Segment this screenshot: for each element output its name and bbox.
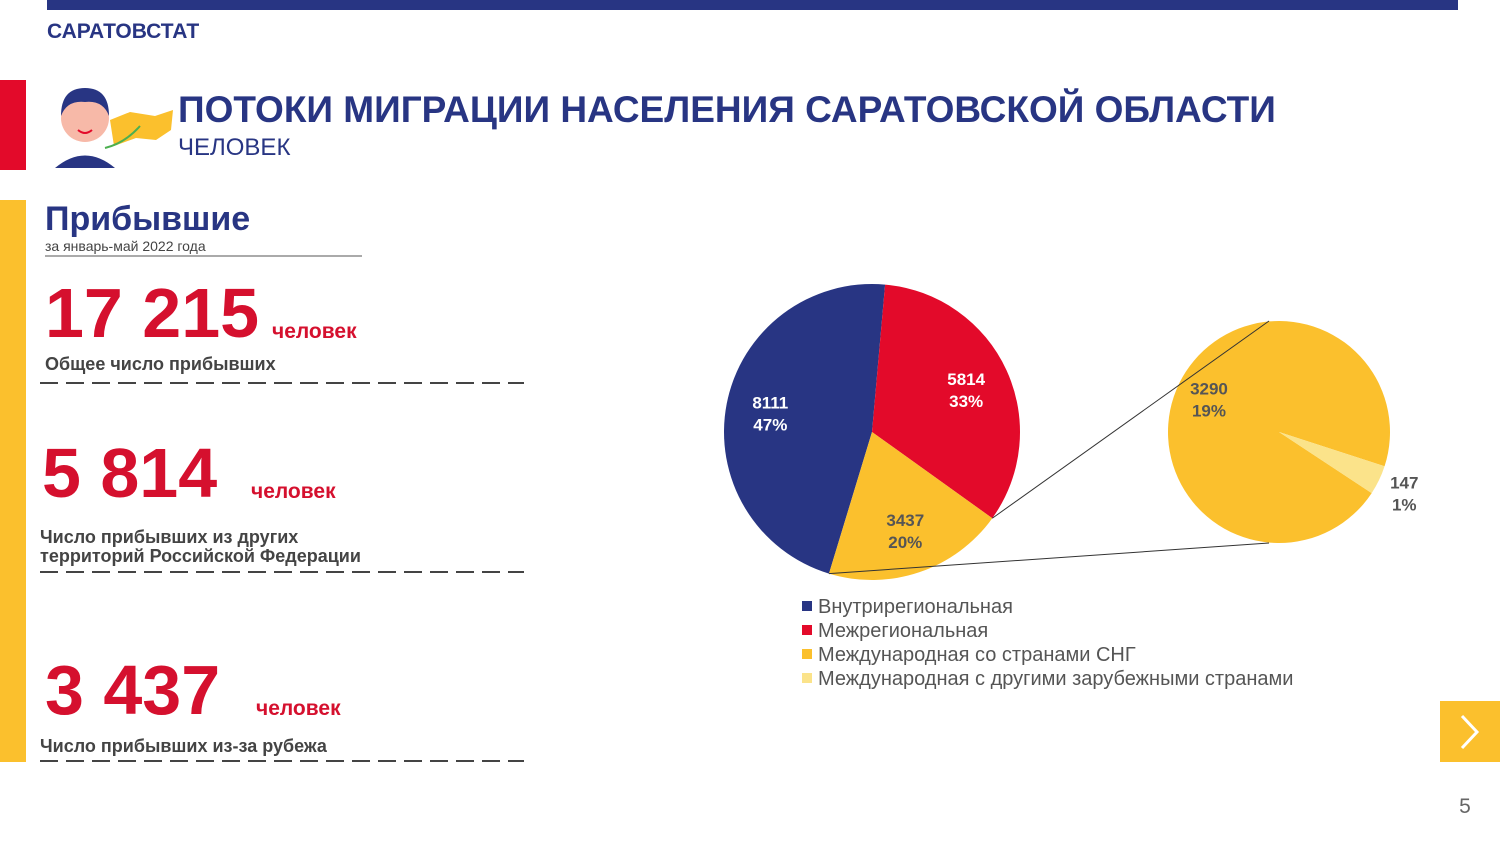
value-label: 8111 [752,393,788,412]
pie-slice [828,432,993,580]
pie-slice [1279,432,1385,494]
section-title: Прибывшие [45,200,250,238]
value-label: 3437 [886,511,924,530]
accent [0,80,26,170]
legend-swatch [802,601,812,611]
legend-swatch [802,649,812,659]
stat-unit: человек [272,320,357,343]
stat-unit: человек [256,697,341,720]
connector [991,320,1270,519]
value-label: 3290 [1190,379,1228,398]
stat-number: 5 814 [42,434,217,512]
value-label: 147 [1390,473,1418,492]
stat-number: 3 437 [45,651,220,729]
legend-label: Внутрирегиональная [818,596,1013,618]
connector [828,542,1270,575]
stat-number: 17 215 [45,274,259,352]
percent-label: 47% [753,415,787,434]
title: ПОТОКИ МИГРАЦИИ НАСЕЛЕНИЯ САРАТОВСКОЙ ОБ… [178,88,1276,130]
next-button[interactable] [1440,701,1500,762]
pie-slice [724,284,886,574]
section-period: за январь-май 2022 года [45,238,206,254]
percent-label: 33% [949,392,983,411]
legend-label: Международная с другими зарубежными стра… [818,668,1293,690]
page-number: 5 [1459,795,1471,818]
legend-label: Международная со странами СНГ [818,644,1136,666]
percent-label: 20% [888,533,922,552]
stat-description: Общее число прибывших [45,354,276,374]
stat-unit: человек [251,480,336,503]
percent-label: 1% [1392,495,1417,514]
org: САРАТОВСТАТ [47,20,199,43]
stat-description: Число прибывших из-за рубежа [40,736,328,756]
stat-description: Число прибывших из других [40,527,298,547]
side-bar [0,200,26,762]
top-bar [47,0,1458,10]
pie-slice [1168,321,1390,543]
value-label: 5814 [947,370,985,389]
percent-label: 19% [1192,401,1226,420]
legend-label: Межрегиональная [818,620,988,642]
legend-swatch [802,625,812,635]
legend-swatch [802,673,812,683]
subtitle: ЧЕЛОВЕК [178,134,290,161]
pie-slice [872,284,1021,519]
icon [55,88,173,168]
stat-description: территорий Российской Федерации [40,546,361,566]
